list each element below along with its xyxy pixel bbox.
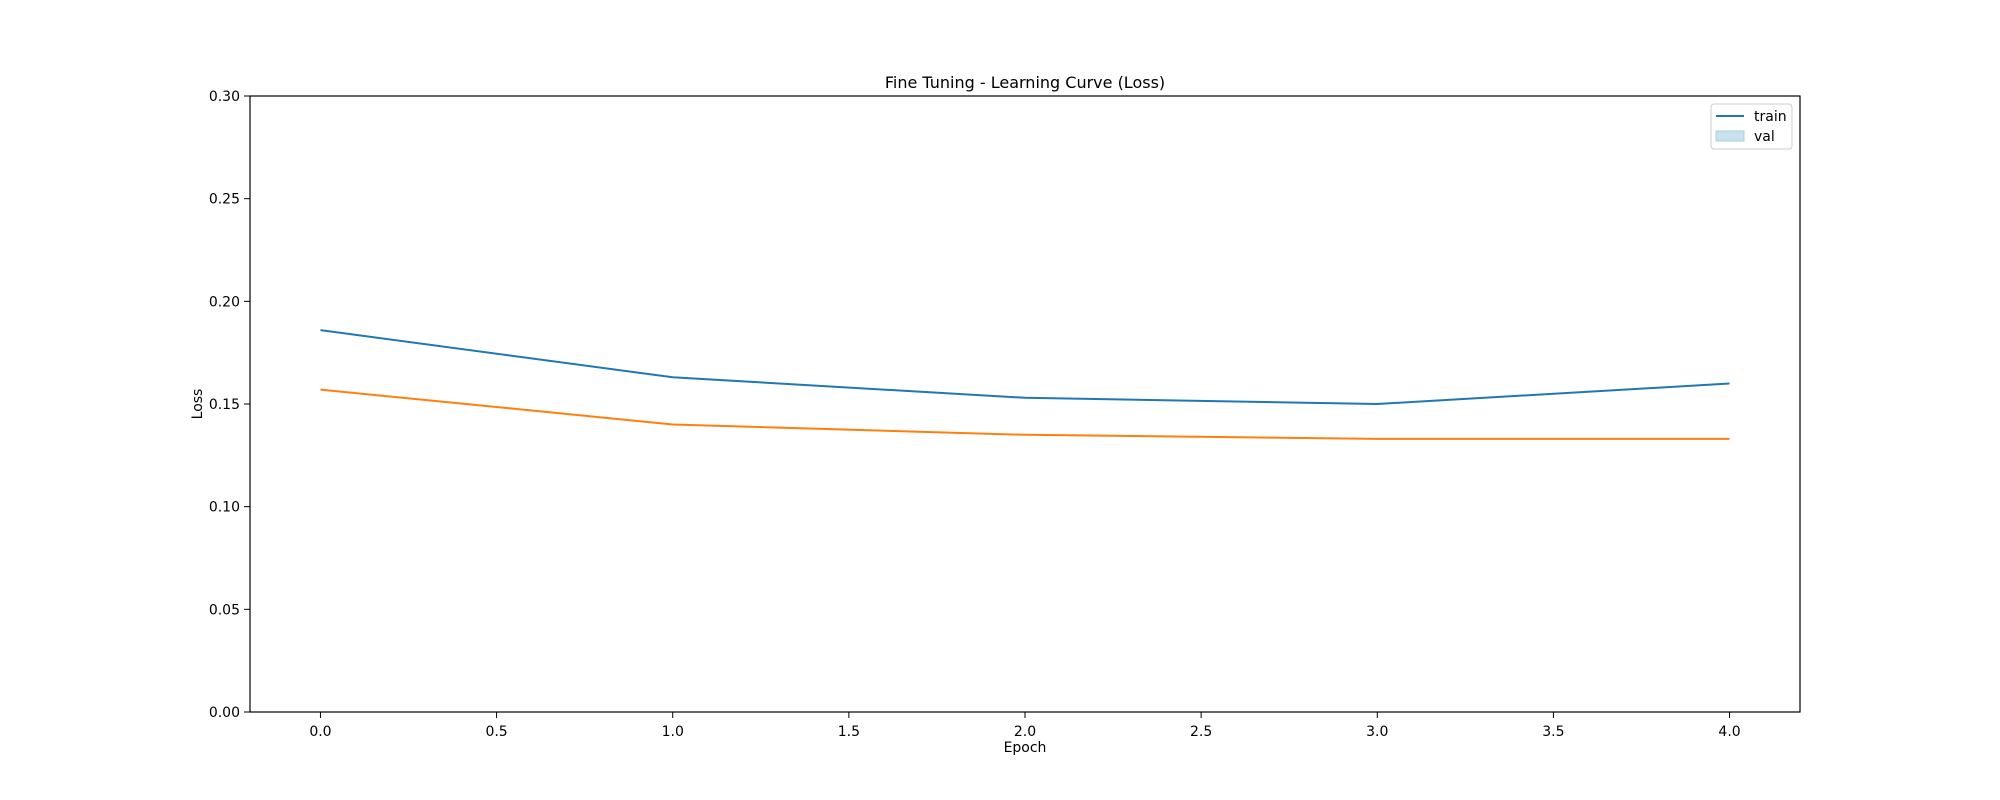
y-tick-label: 0.25	[209, 192, 240, 208]
x-tick-label: 1.5	[838, 724, 860, 740]
x-tick-label: 2.5	[1190, 724, 1212, 740]
x-tick-label: 2.0	[1014, 724, 1036, 740]
legend-label-val: val	[1754, 129, 1775, 145]
x-tick-label: 4.0	[1718, 724, 1740, 740]
series-line-train	[320, 329, 1730, 405]
x-axis: 0.0 0.5 1.0 1.5 2.0 2.5 3.0 3.5 4.0	[309, 712, 1741, 740]
y-tick-label: 0.10	[209, 500, 240, 516]
series-line-val	[320, 388, 1730, 440]
x-tick-label: 0.5	[485, 724, 507, 740]
y-tick-label: 0.00	[209, 705, 240, 721]
y-tick-label: 0.05	[209, 602, 240, 618]
chart-title: Fine Tuning - Learning Curve (Loss)	[885, 73, 1165, 92]
y-tick-label: 0.15	[209, 397, 240, 413]
legend-label-train: train	[1754, 109, 1787, 125]
x-tick-label: 3.0	[1366, 724, 1388, 740]
x-tick-label: 3.5	[1542, 724, 1564, 740]
x-tick-label: 0.0	[309, 724, 331, 740]
y-axis: 0.00 0.05 0.10 0.15 0.20 0.25 0.30	[209, 89, 250, 721]
y-tick-label: 0.20	[209, 294, 240, 310]
y-tick-label: 0.30	[209, 89, 240, 105]
legend-swatch-val	[1715, 130, 1745, 142]
legend: train val	[1710, 103, 1793, 150]
y-axis-title: Loss	[190, 389, 206, 420]
plot-area	[320, 329, 1730, 440]
x-axis-title: Epoch	[1004, 740, 1047, 756]
x-tick-label: 1.0	[662, 724, 684, 740]
